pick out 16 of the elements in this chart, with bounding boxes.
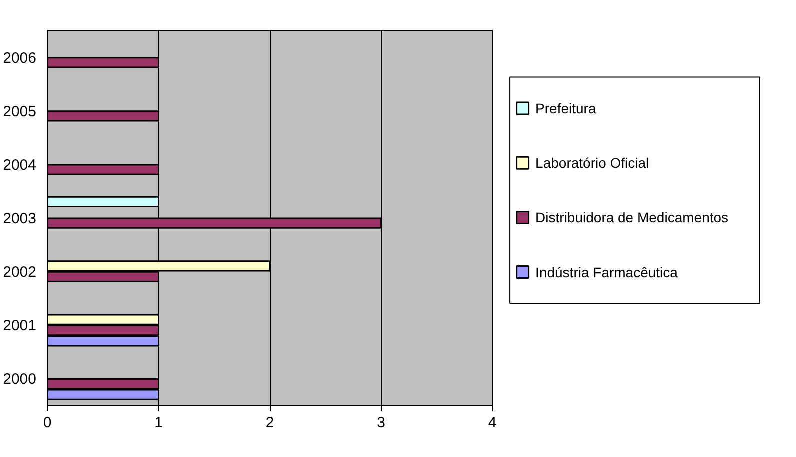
x-tick-label: 4 [488, 414, 497, 432]
legend-label: Indústria Farmacêutica [536, 264, 678, 280]
x-tick-label: 3 [377, 414, 386, 432]
x-tick-label: 1 [154, 414, 163, 432]
x-tick-label: 0 [43, 414, 52, 432]
legend-label: Prefeitura [536, 100, 596, 116]
y-tick-label: 2004 [3, 156, 37, 174]
y-tick-label: 2003 [3, 210, 37, 228]
legend-label: Distribuidora de Medicamentos [536, 210, 729, 226]
y-tick-label: 2001 [3, 318, 37, 335]
x-tick-label: 2 [266, 414, 274, 432]
y-tick-label: 2005 [3, 103, 37, 120]
legend-label: Laboratório Oficial [536, 155, 650, 172]
y-tick-label: 2002 [3, 264, 37, 282]
y-tick-label: 2006 [3, 50, 37, 67]
y-tick-label: 2000 [3, 371, 37, 388]
